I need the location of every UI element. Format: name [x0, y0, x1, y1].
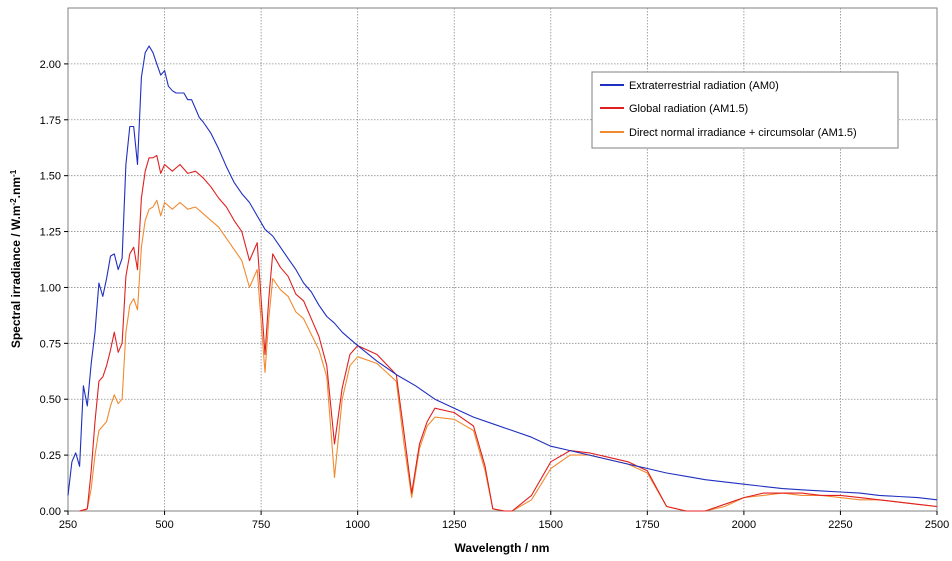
y-axis-title: Spectral irradiance / W.m-2.nm-1	[9, 169, 24, 348]
x-tick-label: 1250	[442, 519, 466, 531]
x-tick-label: 2500	[925, 519, 949, 531]
y-tick-label: 0.25	[40, 450, 61, 462]
x-tick-label: 1000	[345, 519, 369, 531]
x-tick-label: 500	[155, 519, 173, 531]
legend-label-am0: Extraterrestrial radiation (AM0)	[629, 80, 779, 92]
legend: Extraterrestrial radiation (AM0) Global …	[591, 71, 899, 149]
x-tick-label: 2000	[732, 519, 756, 531]
y-tick-label: 0.50	[40, 394, 61, 406]
legend-label-direct: Direct normal irradiance + circumsolar (…	[629, 127, 857, 139]
y-tick-label: 1.25	[40, 227, 61, 239]
series-lines	[67, 45, 938, 512]
y-tick-label: 2.00	[40, 59, 61, 71]
legend-label-global: Global radiation (AM1.5)	[629, 103, 748, 115]
y-tick-label: 1.75	[40, 115, 61, 127]
x-axis-title: Wavelength / nm	[455, 541, 550, 555]
x-tick-label: 1750	[635, 519, 659, 531]
y-axis-ticks: 0.00 0.25 0.50 0.75 1.00 1.25 1.50 1.75 2.00	[40, 59, 68, 518]
y-tick-label: 1.50	[40, 171, 61, 183]
y-axis-title-mid: .nm	[9, 177, 23, 198]
y-axis-title-main: Spectral irradiance / W.m	[9, 205, 23, 348]
y-axis-title-sup1: -2	[9, 198, 18, 206]
series-line-global	[79, 154, 938, 512]
y-tick-label: 1.00	[40, 282, 61, 294]
x-tick-label: 2250	[828, 519, 852, 531]
y-tick-label: 0.00	[40, 506, 61, 518]
series-line-am0	[67, 45, 938, 501]
y-tick-label: 0.75	[40, 338, 61, 350]
x-tick-label: 250	[59, 519, 77, 531]
x-tick-label: 1500	[539, 519, 563, 531]
x-axis-ticks: 250 500 750 1000 1250 1500 1750 2000 2250 2500	[59, 511, 949, 531]
x-tick-label: 750	[252, 519, 270, 531]
y-axis-title-sup2: -1	[9, 169, 18, 177]
legend-box	[591, 71, 899, 149]
